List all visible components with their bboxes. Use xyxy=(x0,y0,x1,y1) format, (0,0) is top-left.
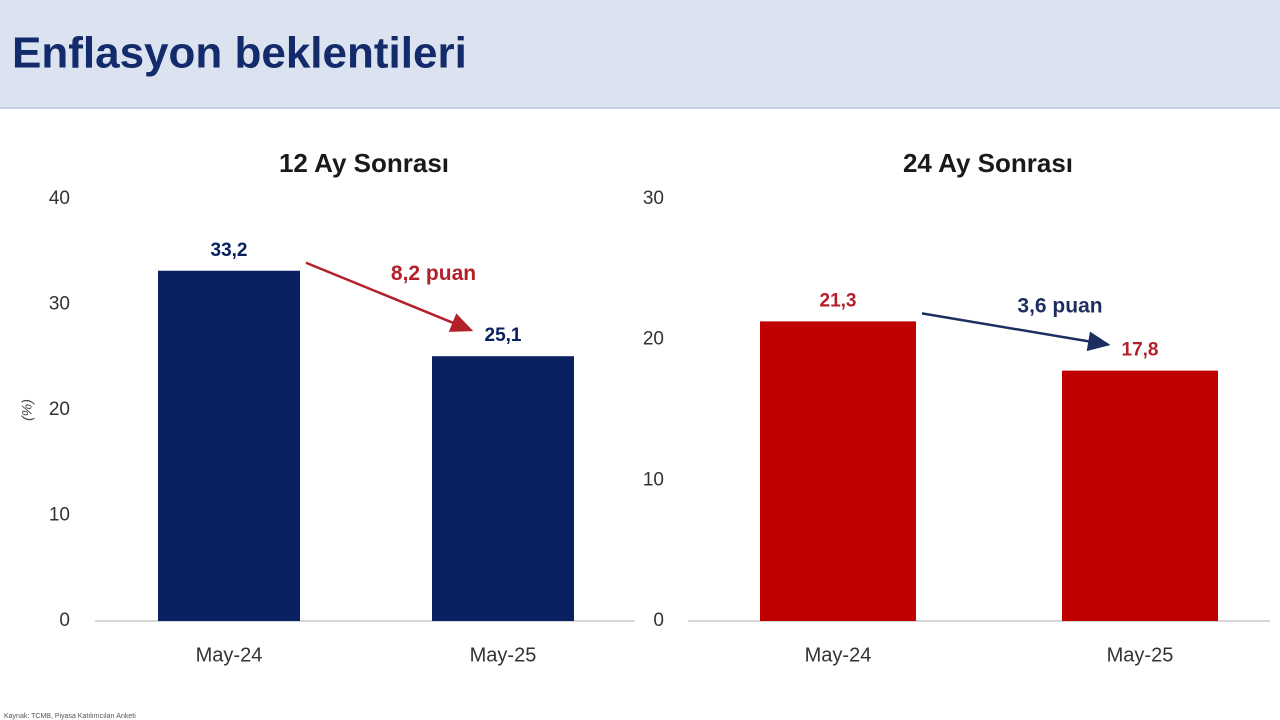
bar xyxy=(760,321,916,621)
y-tick-label: 10 xyxy=(49,505,70,526)
y-tick-label: 10 xyxy=(643,469,664,490)
slide-title: Enflasyon beklentileri xyxy=(12,29,467,78)
header-band xyxy=(0,0,1280,108)
y-tick-label: 30 xyxy=(643,188,664,209)
y-tick-label: 0 xyxy=(59,610,70,631)
change-annotation: 3,6 puan xyxy=(1017,295,1102,318)
x-tick-label: May-24 xyxy=(805,644,872,666)
y-tick-label: 30 xyxy=(49,294,70,315)
chart-title: 24 Ay Sonrası xyxy=(903,148,1073,178)
y-tick-label: 20 xyxy=(643,329,664,350)
y-tick-label: 40 xyxy=(49,188,70,209)
bar xyxy=(432,356,574,621)
value-label: 21,3 xyxy=(820,290,857,311)
change-annotation: 8,2 puan xyxy=(391,262,476,285)
y-tick-label: 20 xyxy=(49,399,70,420)
x-tick-label: May-25 xyxy=(470,644,537,666)
bar xyxy=(158,270,300,621)
value-label: 33,2 xyxy=(211,240,248,261)
y-tick-label: 0 xyxy=(653,610,664,631)
value-label: 25,1 xyxy=(485,325,522,346)
y-axis-label: (%) xyxy=(19,399,35,421)
change-arrow xyxy=(305,261,474,332)
x-tick-label: May-25 xyxy=(1107,644,1174,666)
value-label: 17,8 xyxy=(1122,340,1159,361)
change-arrow xyxy=(921,312,1111,352)
source-note: Kaynak: TCMB, Piyasa Katılımcıları Anket… xyxy=(4,713,136,720)
chart-title: 12 Ay Sonrası xyxy=(279,148,449,178)
bar xyxy=(1062,370,1218,621)
x-tick-label: May-24 xyxy=(196,644,263,666)
